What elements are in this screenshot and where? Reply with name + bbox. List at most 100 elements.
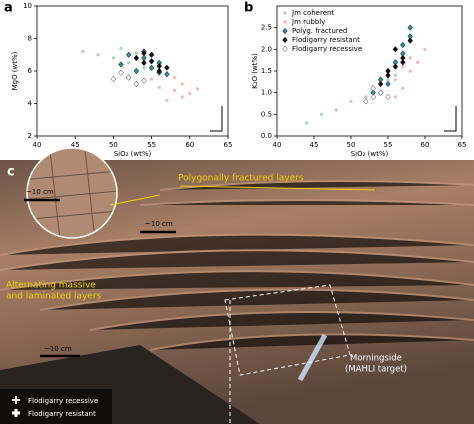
point xyxy=(172,75,177,80)
annotation: Polygonally fractured layers xyxy=(178,174,304,184)
point xyxy=(118,61,124,68)
point xyxy=(118,69,124,76)
mahli-box xyxy=(224,284,351,376)
point xyxy=(142,66,146,70)
point xyxy=(172,88,177,93)
y-tick-label: 8 xyxy=(28,35,32,43)
point xyxy=(386,78,390,82)
point xyxy=(423,47,427,51)
legend-marker xyxy=(283,11,287,15)
point xyxy=(133,80,140,88)
point xyxy=(377,80,384,88)
x-tick-label: 60 xyxy=(421,141,430,149)
point xyxy=(133,54,140,62)
point xyxy=(400,59,406,66)
point xyxy=(385,80,391,88)
point xyxy=(334,108,338,112)
point xyxy=(164,71,170,78)
point xyxy=(125,74,132,81)
annotation: Morningside xyxy=(350,354,402,364)
y-tick-label: 1.0 xyxy=(261,89,272,97)
y-tick-label: 0.5 xyxy=(261,110,272,118)
point xyxy=(81,49,85,54)
rock-layers xyxy=(0,180,474,351)
point xyxy=(125,51,132,58)
x-tick-label: 65 xyxy=(458,141,467,149)
point xyxy=(393,78,397,82)
y-tick-label: 6 xyxy=(28,67,33,75)
point xyxy=(400,41,406,49)
panel-label: c xyxy=(7,165,15,180)
scale-corner xyxy=(210,106,223,132)
point xyxy=(165,98,169,102)
legend-label: Flodigarry resistant xyxy=(28,410,96,418)
point xyxy=(407,24,413,31)
point xyxy=(133,67,140,75)
point xyxy=(401,86,405,90)
point xyxy=(111,56,115,60)
point xyxy=(349,99,353,103)
point xyxy=(385,72,391,79)
annotation: (MAHLI target) xyxy=(345,365,407,375)
x-tick-label: 50 xyxy=(109,141,118,149)
point xyxy=(392,46,399,53)
legend-marker xyxy=(283,20,287,24)
point xyxy=(157,85,161,89)
point xyxy=(393,73,397,77)
zoom-outline xyxy=(26,147,118,239)
legend-label: Jm rubbly xyxy=(291,18,325,26)
point xyxy=(407,37,413,44)
pointer xyxy=(109,194,161,206)
x-tick-label: 40 xyxy=(273,141,282,149)
point xyxy=(370,93,376,101)
plot-frame xyxy=(276,5,463,137)
annotation: and laminated layers xyxy=(6,292,102,302)
point xyxy=(141,77,147,84)
x-tick-label: 65 xyxy=(224,141,233,149)
pointer xyxy=(179,185,376,191)
point xyxy=(408,69,412,73)
point xyxy=(110,75,117,83)
point xyxy=(148,58,155,65)
point xyxy=(401,65,405,69)
point xyxy=(148,64,155,71)
x-tick-label: 60 xyxy=(185,141,194,149)
point xyxy=(364,95,368,99)
legend-box xyxy=(0,389,112,424)
point xyxy=(393,95,397,99)
point xyxy=(385,93,391,101)
plot-frame xyxy=(36,5,229,137)
point xyxy=(134,51,138,55)
scale-label: ~10 cm xyxy=(26,188,54,196)
panel-label: a xyxy=(4,1,13,16)
point xyxy=(127,61,131,65)
legend-marker xyxy=(282,36,288,44)
x-tick-label: 45 xyxy=(310,141,319,149)
x-tick-label: 40 xyxy=(33,141,42,149)
point xyxy=(141,59,147,67)
point xyxy=(148,51,155,58)
laser-beam xyxy=(297,333,328,382)
point xyxy=(164,64,170,71)
point xyxy=(180,95,184,99)
legend-label: Flodigarry resistant xyxy=(292,36,360,44)
y-tick-label: 4 xyxy=(28,100,33,108)
legend-marker xyxy=(282,27,288,35)
point xyxy=(392,63,399,70)
legend-label: Flodigarry recessive xyxy=(28,397,98,405)
point xyxy=(363,98,369,105)
x-tick-label: 45 xyxy=(71,141,80,149)
point xyxy=(141,49,147,57)
point xyxy=(305,121,309,125)
point xyxy=(156,67,162,75)
point xyxy=(195,87,200,91)
y-tick-label: 2 xyxy=(28,132,32,140)
scale-label: ~10 cm xyxy=(44,345,72,353)
point xyxy=(370,85,376,92)
y-tick-label: 10 xyxy=(23,2,32,10)
y-axis-label: K₂O (wt%) xyxy=(251,53,259,89)
zoom-inset xyxy=(27,148,117,238)
point xyxy=(377,89,384,96)
y-tick-label: 0.0 xyxy=(261,132,272,140)
